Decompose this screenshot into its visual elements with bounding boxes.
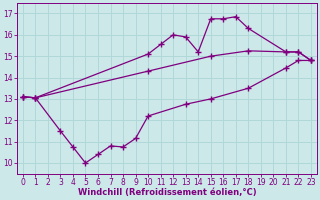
X-axis label: Windchill (Refroidissement éolien,°C): Windchill (Refroidissement éolien,°C) bbox=[77, 188, 256, 197]
